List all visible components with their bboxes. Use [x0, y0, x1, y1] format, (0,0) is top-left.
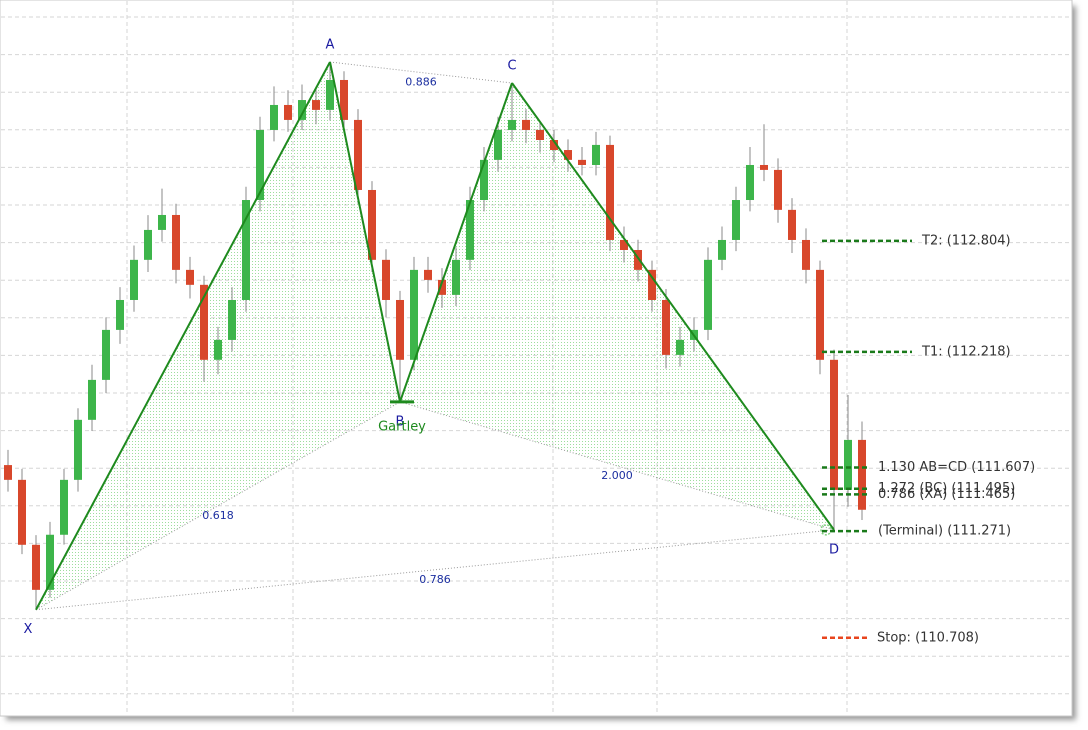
pattern-leg — [35, 61, 331, 611]
candle-body — [256, 129, 264, 201]
ratio-label: 2.000 — [601, 469, 633, 482]
candle-body — [676, 339, 684, 355]
ratio-label: 0.886 — [405, 75, 437, 88]
candle-body — [116, 299, 124, 330]
pattern-name: Gartley — [378, 419, 426, 434]
candle-body — [438, 279, 446, 295]
candle-body — [354, 119, 362, 190]
candle-body — [186, 269, 194, 285]
candle-body — [508, 119, 516, 130]
point-label: B — [396, 414, 405, 429]
candle-body — [774, 169, 782, 210]
candle-body — [816, 269, 824, 360]
pattern: 0.886 0.618 2.000 0.786 X A B C D Gartley — [24, 37, 839, 637]
candle-body — [466, 200, 474, 260]
candle-body — [718, 239, 726, 260]
candles — [4, 61, 866, 610]
levels: T2: (112.804) T1: (112.218) 1.130 AB=CD (1… — [822, 233, 1035, 645]
candle-body — [522, 119, 530, 130]
pattern-leg — [511, 82, 835, 531]
candle-body — [144, 229, 152, 260]
candle-body — [284, 104, 292, 120]
candle-body — [606, 144, 614, 240]
candle-body — [18, 479, 26, 545]
candle-body — [704, 259, 712, 330]
level-label: 1.272 (BC) (111.495) — [878, 481, 1015, 496]
candle-body — [746, 164, 754, 201]
ratio-label: 0.618 — [202, 509, 234, 522]
candle-body — [382, 259, 390, 300]
candle-body — [564, 150, 572, 160]
candle-body — [4, 465, 12, 480]
candle-body — [130, 259, 138, 300]
candle-body — [32, 544, 40, 590]
candle-body — [242, 200, 250, 300]
d-marker — [820, 524, 832, 536]
ratio-line — [329, 61, 513, 84]
pattern-fill — [400, 83, 834, 530]
candle-body — [172, 214, 180, 270]
candle-body — [228, 299, 236, 340]
candle-body — [200, 284, 208, 360]
candle-body — [326, 79, 334, 110]
candle-body — [452, 259, 460, 295]
candle-body — [60, 479, 68, 535]
point-label: A — [326, 37, 335, 52]
level-label: (Terminal) (111.271) — [878, 524, 1011, 539]
ratio-label: 0.786 — [419, 573, 451, 586]
candle-body — [74, 419, 82, 480]
candle-body — [46, 534, 54, 590]
candle-body — [480, 159, 488, 201]
candle-body — [298, 100, 306, 120]
level-label: 0.786 (XA) (111.465) — [878, 487, 1015, 502]
candle-body — [536, 129, 544, 140]
candle-body — [620, 239, 628, 250]
level-label: T1: (112.218) — [921, 344, 1011, 359]
candle-body — [368, 189, 376, 260]
candle-body — [494, 129, 502, 160]
candle-body — [858, 439, 866, 510]
candle-body — [760, 164, 768, 170]
candle-body — [592, 144, 600, 165]
candle-body — [732, 200, 740, 240]
ratio-line — [35, 401, 401, 611]
candle-body — [648, 269, 656, 300]
candle-body — [396, 299, 404, 360]
candle-body — [270, 104, 278, 130]
candle-body — [578, 159, 586, 165]
candle-body — [102, 329, 110, 380]
point-label: C — [507, 59, 516, 74]
level-label: 1.130 AB=CD (111.607) — [878, 460, 1035, 475]
candle-body — [662, 299, 670, 355]
level-label: T2: (112.804) — [921, 233, 1011, 248]
point-label: X — [24, 622, 33, 637]
candle-body — [844, 439, 852, 490]
candle-body — [214, 339, 222, 360]
candle-body — [410, 269, 418, 360]
candle-body — [550, 139, 558, 151]
candle-body — [340, 79, 348, 120]
candle-body — [312, 100, 320, 110]
pattern-leg — [329, 61, 401, 403]
candle-body — [424, 269, 432, 280]
ratio-line — [399, 401, 835, 531]
candle-body — [88, 379, 96, 420]
candle-body — [634, 249, 642, 270]
candle-body — [802, 239, 810, 270]
candle-body — [158, 214, 166, 230]
point-label: D — [829, 542, 839, 557]
candle-body — [830, 359, 838, 490]
candle-body — [788, 209, 796, 240]
pattern-leg — [399, 82, 513, 403]
level-label: Stop: (110.708) — [877, 630, 979, 645]
